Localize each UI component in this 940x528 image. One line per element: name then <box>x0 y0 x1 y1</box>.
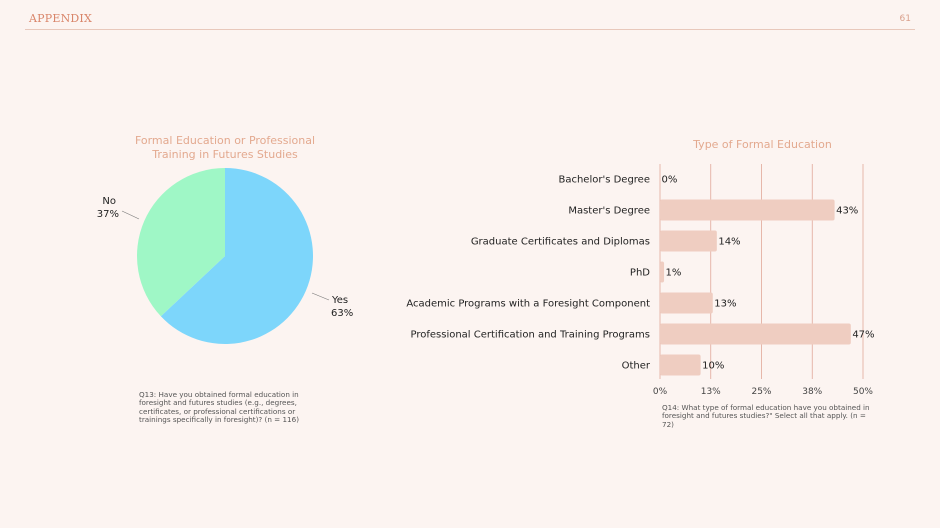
bar-footnote: Q14: What type of formal education have … <box>662 403 870 429</box>
pie-leader-line <box>121 210 140 220</box>
pie-slice-value: 37% <box>97 209 119 220</box>
pie-chart-title: Formal Education or Professional Trainin… <box>134 134 316 161</box>
pie-slice-value: 63% <box>331 308 353 319</box>
category-label: Academic Programs with a Foresight Compo… <box>406 299 650 310</box>
value-label: 1% <box>666 268 682 279</box>
page-number: 61 <box>899 14 911 24</box>
x-tick-label: 13% <box>701 387 721 397</box>
bar <box>660 230 717 252</box>
bar <box>660 261 665 283</box>
category-label: Professional Certification and Training … <box>410 330 650 341</box>
bar <box>660 354 701 376</box>
value-label: 47% <box>852 330 874 341</box>
bar <box>660 323 851 345</box>
x-tick-label: 38% <box>802 387 822 397</box>
x-tick-label: 50% <box>853 387 873 397</box>
bar-chart-title: Type of Formal Education <box>693 138 832 151</box>
category-label: Other <box>622 361 651 372</box>
category-label: Master's Degree <box>568 206 650 217</box>
x-tick-label: 25% <box>751 387 771 397</box>
bar <box>660 199 835 221</box>
value-label: 43% <box>836 206 858 217</box>
section-title: APPENDIX <box>29 12 92 25</box>
pie-slice-yes <box>160 168 313 344</box>
value-label: 10% <box>702 361 724 372</box>
pie-slice-label: Yes <box>331 295 348 306</box>
value-label: 0% <box>662 175 678 186</box>
pie-footnote: Q13: Have you obtained formal education … <box>139 390 300 425</box>
category-label: Bachelor's Degree <box>558 175 650 186</box>
bar <box>660 292 713 314</box>
value-label: 13% <box>714 299 736 310</box>
pie-slice-label: No <box>102 196 116 207</box>
pie-slice-no <box>136 168 225 317</box>
pie-leader-line <box>311 292 330 301</box>
x-tick-label: 0% <box>653 387 668 397</box>
category-label: Graduate Certificates and Diplomas <box>471 237 650 248</box>
category-label: PhD <box>630 268 650 279</box>
value-label: 14% <box>718 237 740 248</box>
page-header: APPENDIX 61 <box>25 0 915 30</box>
